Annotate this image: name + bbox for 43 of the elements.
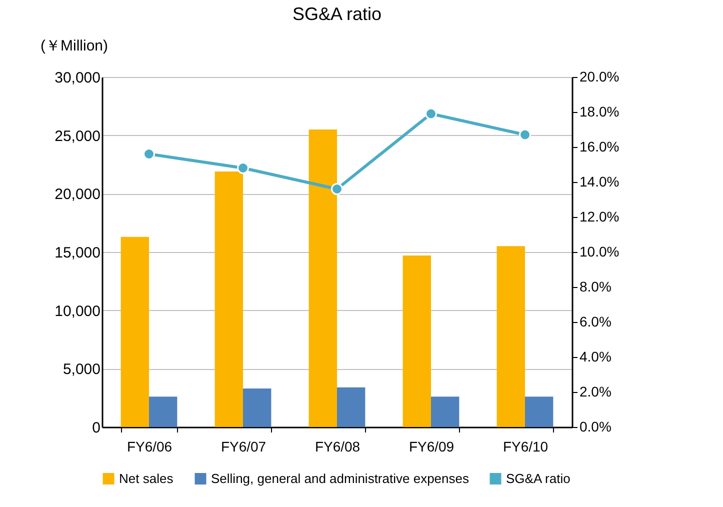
y2-tick-label: 12.0% <box>580 208 620 224</box>
y-tick-label: 0 <box>92 420 100 436</box>
x-tick-label: FY6/06 <box>126 438 172 454</box>
bar <box>120 236 149 427</box>
legend-label: Selling, general and administrative expenses <box>211 470 470 486</box>
y2-tick-label: 4.0% <box>580 348 612 364</box>
x-tick-label: FY6/08 <box>314 438 360 454</box>
x-tick-label: FY6/10 <box>502 438 548 454</box>
y2-tick-label: 6.0% <box>580 314 612 330</box>
point <box>519 128 531 141</box>
y2-tick-label: 8.0% <box>580 278 612 294</box>
bar <box>243 388 272 427</box>
y-axis-title: (￥Million) <box>40 38 108 54</box>
y-tick-label: 10,000 <box>54 302 100 320</box>
y-tick-label: 20,000 <box>54 186 100 204</box>
point <box>237 162 249 174</box>
y2-tick-label: 14.0% <box>580 174 620 190</box>
y2-tick-label: 16.0% <box>580 138 620 154</box>
y2-tick-label: 10.0% <box>580 244 620 260</box>
bar <box>431 396 460 427</box>
bar <box>149 396 178 427</box>
y2-tick-label: 20.0% <box>580 68 620 84</box>
bar <box>402 256 431 427</box>
point <box>143 148 155 160</box>
chart-title: SG&A ratio <box>292 4 382 24</box>
x-tick-label: FY6/07 <box>220 438 266 454</box>
bar <box>496 246 525 427</box>
bar <box>525 396 554 427</box>
y-tick-label: 30,000 <box>54 70 100 86</box>
legend-label: SG&A ratio <box>506 470 570 486</box>
y-tick-label: 5,000 <box>62 361 100 378</box>
y2-tick-label: 0.0% <box>580 418 612 434</box>
point <box>331 183 343 195</box>
x-tick-label: FY6/09 <box>408 438 454 454</box>
bar <box>308 130 337 427</box>
bar <box>214 172 243 427</box>
y-tick-label: 15,000 <box>54 244 100 262</box>
bar <box>337 387 366 427</box>
y2-tick-label: 2.0% <box>580 384 612 400</box>
y-tick-label: 25,000 <box>54 128 100 145</box>
legend-label: Net sales <box>119 470 174 486</box>
y2-tick-label: 18.0% <box>580 104 620 120</box>
point <box>425 108 437 120</box>
